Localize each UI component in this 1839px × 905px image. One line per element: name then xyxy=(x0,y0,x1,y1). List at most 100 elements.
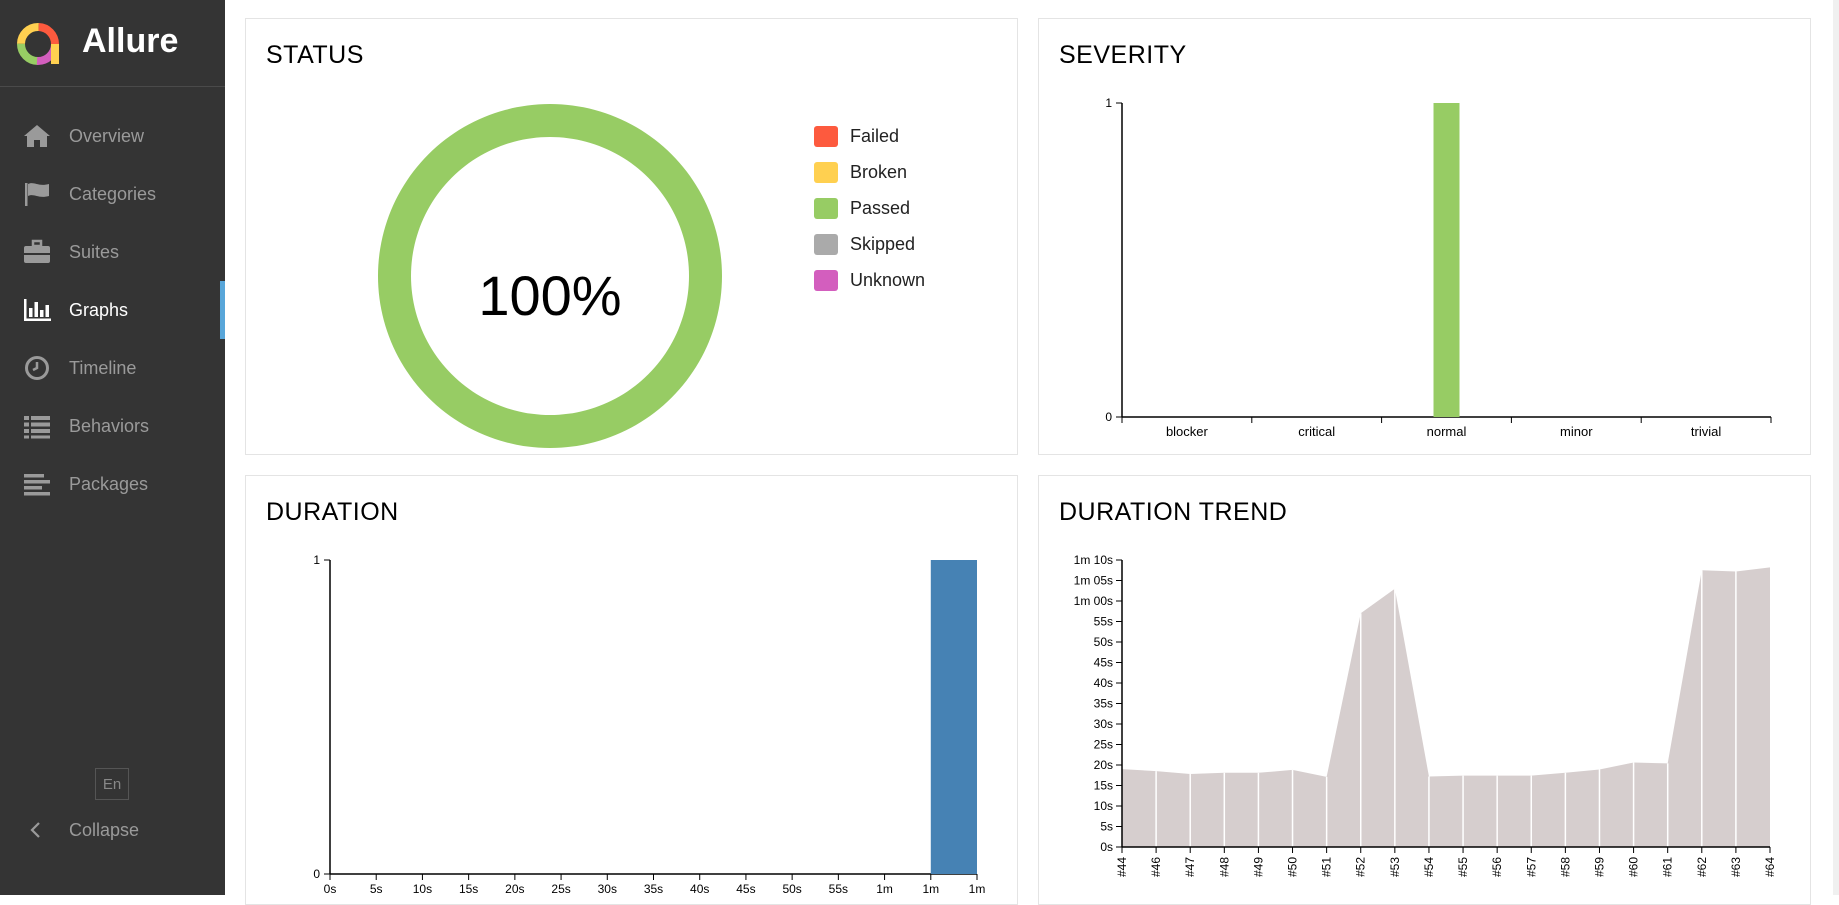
legend-label: Failed xyxy=(850,126,900,146)
x-tick-label: #60 xyxy=(1627,857,1641,877)
y-tick-label: 0s xyxy=(1100,840,1113,854)
status-percent-label: 100% xyxy=(478,264,621,327)
sidebar-item-label: Graphs xyxy=(69,300,129,320)
x-tick-label: 20s xyxy=(505,882,524,896)
collapse-button[interactable]: Collapse xyxy=(0,812,225,848)
list-icon xyxy=(24,416,50,439)
x-tick-label: 1m xyxy=(876,882,893,896)
x-tick-label: #50 xyxy=(1286,857,1300,877)
y-tick-label: 1 xyxy=(1105,96,1112,110)
x-tick-label: 45s xyxy=(736,882,755,896)
y-tick-label: 50s xyxy=(1094,635,1113,649)
sidebar-item-label: Packages xyxy=(69,474,149,494)
legend-swatch xyxy=(814,198,838,219)
x-tick-label: 10s xyxy=(413,882,432,896)
sidebar: Allure Overview Categories Suites Graphs… xyxy=(0,0,225,895)
sidebar-item-behaviors[interactable]: Behaviors xyxy=(0,397,225,455)
duration-trend-widget: DURATION TREND 0s 5s 10s 15s 20s 25s 30s 35s 40s… xyxy=(1038,475,1811,905)
chevron-left-icon xyxy=(30,822,40,838)
y-tick-label: 40s xyxy=(1094,676,1113,690)
widget-title: SEVERITY xyxy=(1059,41,1187,69)
x-tick-label: 15s xyxy=(459,882,478,896)
x-tick-label: 0s xyxy=(324,882,337,896)
severity-bar-chart: 0 1 blocker critical normal minor trivial xyxy=(1105,96,1772,439)
x-tick-label: critical xyxy=(1298,424,1335,439)
y-tick-label: 5s xyxy=(1100,820,1113,834)
x-tick-label: #52 xyxy=(1354,857,1368,877)
x-tick-label: #55 xyxy=(1456,857,1470,877)
legend-label: Skipped xyxy=(850,234,916,254)
app-name[interactable]: Allure xyxy=(82,22,179,60)
sidebar-item-categories[interactable]: Categories xyxy=(0,165,225,223)
briefcase-icon xyxy=(24,239,50,263)
sidebar-item-packages[interactable]: Packages xyxy=(0,455,225,513)
language-button[interactable]: En xyxy=(95,768,129,800)
x-tick-label: 25s xyxy=(551,882,570,896)
y-tick-label: 0 xyxy=(1105,410,1112,424)
duration-trend-area-chart: 0s 5s 10s 15s 20s 25s 30s 35s 40s 45s 50s 55s 1m 00s… xyxy=(1074,553,1777,877)
y-tick-label: 1m 05s xyxy=(1074,574,1113,588)
y-tick-label: 1m 00s xyxy=(1074,594,1113,608)
x-tick-label: #48 xyxy=(1217,857,1231,877)
x-tick-label: minor xyxy=(1560,424,1593,439)
x-tick-label: 30s xyxy=(598,882,617,896)
x-tick-label: 50s xyxy=(782,882,801,896)
y-tick-label: 45s xyxy=(1094,656,1113,670)
x-tick-label: #61 xyxy=(1661,857,1675,877)
sidebar-item-label: Overview xyxy=(69,126,145,146)
sidebar-item-overview[interactable]: Overview xyxy=(0,107,225,165)
x-tick-label: #54 xyxy=(1422,857,1436,877)
trend-area xyxy=(1122,567,1770,847)
x-tick-label: 1m xyxy=(922,882,939,896)
x-tick-label: 35s xyxy=(644,882,663,896)
bar-chart-icon xyxy=(24,299,51,321)
y-tick-label: 25s xyxy=(1094,738,1113,752)
x-tick-label: normal xyxy=(1427,424,1467,439)
duration-widget: DURATION 0 1 0s 5s 10s 15s 20s 25s 30s 35s 40s 45s 5… xyxy=(245,475,1018,905)
x-tick-label: #59 xyxy=(1592,857,1606,877)
legend-swatch xyxy=(814,270,838,291)
sidebar-item-label: Timeline xyxy=(69,358,137,378)
sidebar-nav: Overview Categories Suites Graphs Timeli… xyxy=(0,107,225,513)
widget-title: DURATION xyxy=(266,498,399,526)
clock-icon xyxy=(25,356,49,380)
severity-widget: SEVERITY 0 1 blocker critical normal minor tri… xyxy=(1038,18,1811,455)
legend-swatch xyxy=(814,162,838,183)
x-tick-label: #47 xyxy=(1183,857,1197,877)
x-tick-label: 5s xyxy=(370,882,383,896)
y-tick-label: 1 xyxy=(313,553,320,567)
x-tick-label: #51 xyxy=(1320,857,1334,877)
y-tick-label: 30s xyxy=(1094,717,1113,731)
x-tick-label: #44 xyxy=(1115,857,1129,877)
x-tick-label: 1m xyxy=(969,882,986,896)
x-tick-label: #49 xyxy=(1251,857,1265,877)
sidebar-item-suites[interactable]: Suites xyxy=(0,223,225,281)
sidebar-item-graphs[interactable]: Graphs xyxy=(0,281,225,339)
x-tick-label: blocker xyxy=(1166,424,1209,439)
home-icon xyxy=(24,125,50,147)
y-tick-label: 20s xyxy=(1094,758,1113,772)
page-scrollbar[interactable] xyxy=(1833,0,1839,895)
x-tick-label: #53 xyxy=(1388,857,1402,877)
legend-label: Unknown xyxy=(850,270,926,290)
x-tick-label: #58 xyxy=(1558,857,1572,877)
y-tick-label: 10s xyxy=(1094,799,1113,813)
legend-label: Broken xyxy=(850,162,908,182)
allure-logo-icon xyxy=(17,23,59,65)
legend-swatch xyxy=(814,126,838,147)
sidebar-item-label: Behaviors xyxy=(69,416,150,436)
widget-title: STATUS xyxy=(266,41,364,69)
x-tick-label: trivial xyxy=(1691,424,1721,439)
y-tick-label: 15s xyxy=(1094,779,1113,793)
widget-title: DURATION TREND xyxy=(1059,498,1288,526)
x-tick-label: 55s xyxy=(829,882,848,896)
sidebar-item-timeline[interactable]: Timeline xyxy=(0,339,225,397)
y-tick-label: 35s xyxy=(1094,697,1113,711)
y-tick-label: 55s xyxy=(1094,615,1113,629)
flag-icon xyxy=(25,183,49,206)
status-widget: STATUS 100% Failed Broken Passed Skipped… xyxy=(245,18,1018,455)
x-tick-label: #57 xyxy=(1524,857,1538,877)
bar-normal xyxy=(1433,103,1460,417)
collapse-label: Collapse xyxy=(69,820,140,840)
